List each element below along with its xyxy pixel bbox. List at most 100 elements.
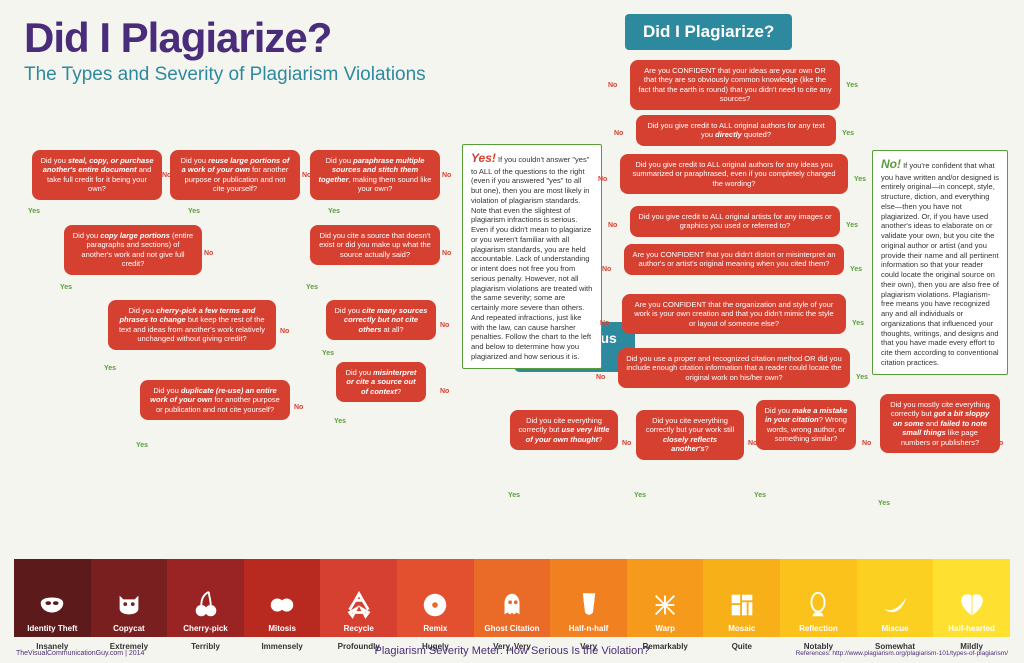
no-label: No <box>608 82 617 89</box>
no-label: No <box>598 176 607 183</box>
glass-icon <box>574 590 604 620</box>
yes-label: Yes <box>634 492 646 499</box>
flowchart-node: Did you give credit to ALL original auth… <box>636 115 836 146</box>
no-title: No! <box>881 157 901 171</box>
no-label: No <box>614 130 623 137</box>
flowchart-node: Did you make a mistake in your citation?… <box>756 400 856 450</box>
grid-icon <box>650 590 680 620</box>
yes-explanation-box: Yes! If you couldn't answer "yes" to ALL… <box>462 144 602 369</box>
flowchart-node: Did you cite everything correctly but yo… <box>636 410 744 460</box>
yes-label: Yes <box>856 374 868 381</box>
yes-title: Yes! <box>471 151 496 165</box>
no-label: No <box>994 440 1003 447</box>
meter-cell: MitosisImmensely <box>244 559 321 637</box>
recycle-icon <box>344 590 374 620</box>
flowchart-node: Did you cite everything correctly but us… <box>510 410 618 450</box>
no-label: No <box>602 266 611 273</box>
swoosh-icon <box>880 590 910 620</box>
footer-left: TheVisualCommunicationGuy.com | 2014 <box>16 650 144 657</box>
yes-label: Yes <box>136 442 148 449</box>
no-label: No <box>280 328 289 335</box>
no-label: No <box>596 374 605 381</box>
flowchart-node: Are you CONFIDENT that your ideas are yo… <box>630 60 840 110</box>
flowchart-node: Did you duplicate (re-use) an entire wor… <box>140 380 290 420</box>
meter-name: Copycat <box>113 624 145 633</box>
yes-label: Yes <box>306 284 318 291</box>
yes-label: Yes <box>850 266 862 273</box>
flowchart-node: Did you cite a source that doesn't exist… <box>310 225 440 265</box>
yes-label: Yes <box>854 176 866 183</box>
no-label: No <box>442 250 451 257</box>
meter-cell: WarpRemarkably <box>627 559 704 637</box>
mosaic-icon <box>727 590 757 620</box>
no-label: No <box>608 222 617 229</box>
flowchart-node: Did you copy large portions (entire para… <box>64 225 202 275</box>
yes-label: Yes <box>334 418 346 425</box>
meter-name: Cherry-pick <box>183 624 227 633</box>
no-label: No <box>622 440 631 447</box>
no-label: No <box>600 320 609 327</box>
mask-icon <box>37 590 67 620</box>
main-title: Did I Plagiarize? <box>24 14 426 62</box>
no-label: No <box>748 440 757 447</box>
cherry-icon <box>191 590 221 620</box>
no-body: If you're confident that what you have w… <box>881 161 999 367</box>
flowchart-node: Did you misinterpret or cite a source ou… <box>336 362 426 402</box>
yes-label: Yes <box>508 492 520 499</box>
flowchart-node: Did you steal, copy, or purchase another… <box>32 150 162 200</box>
flowchart-node: Did you reuse large portions of a work o… <box>170 150 300 200</box>
meter-name: Half-hearted <box>948 624 995 633</box>
flowchart-node: Did you cherry-pick a few terms and phra… <box>108 300 276 350</box>
meter-name: Remix <box>423 624 447 633</box>
infographic-page: Did I Plagiarize? The Types and Severity… <box>0 0 1024 663</box>
meter-cell: RecycleProfoundly <box>320 559 397 637</box>
yes-body: If you couldn't answer "yes" to ALL of t… <box>471 155 592 361</box>
meter-cell: CopycatExtremely <box>91 559 168 637</box>
yes-label: Yes <box>28 208 40 215</box>
no-label: No <box>204 250 213 257</box>
meter-name: Reflection <box>799 624 838 633</box>
yes-label: Yes <box>846 82 858 89</box>
no-label: No <box>440 388 449 395</box>
no-label: No <box>862 440 871 447</box>
meter-cell: RemixHugely <box>397 559 474 637</box>
no-explanation-box: No! If you're confident that what you ha… <box>872 150 1008 375</box>
meter-name: Warp <box>655 624 675 633</box>
subtitle: The Types and Severity of Plagiarism Vio… <box>24 64 426 86</box>
cat-icon <box>114 590 144 620</box>
yes-label: Yes <box>878 500 890 507</box>
no-label: No <box>440 322 449 329</box>
header-badge: Did I Plagiarize? <box>625 14 792 50</box>
meter-name: Half-n-half <box>569 624 609 633</box>
severity-meter: Identity TheftInsanelyCopycatExtremelyCh… <box>14 559 1010 637</box>
no-label: No <box>294 404 303 411</box>
meter-cell: Ghost CitationVery, Very <box>474 559 551 637</box>
meter-cell: ReflectionNotably <box>780 559 857 637</box>
yes-label: Yes <box>842 130 854 137</box>
yes-label: Yes <box>754 492 766 499</box>
disc-icon <box>420 590 450 620</box>
flowchart-node: Did you give credit to ALL original arti… <box>630 206 840 237</box>
meter-cell: Half-n-halfVery <box>550 559 627 637</box>
yes-label: Yes <box>328 208 340 215</box>
ghost-icon <box>497 590 527 620</box>
meter-cell: Cherry-pickTerribly <box>167 559 244 637</box>
meter-name: Miscue <box>881 624 908 633</box>
meter-name: Recycle <box>344 624 374 633</box>
flowchart-node: Did you mostly cite everything correctly… <box>880 394 1000 453</box>
flowchart-node: Did you cite many sources correctly but … <box>326 300 436 340</box>
flowchart-node: Are you CONFIDENT that the organization … <box>622 294 846 334</box>
meter-cell: Half-heartedMildly <box>933 559 1010 637</box>
meter-name: Ghost Citation <box>484 624 539 633</box>
meter-cell: MiscueSomewhat <box>857 559 934 637</box>
yes-label: Yes <box>322 350 334 357</box>
flowchart-node: Are you CONFIDENT that you didn't distor… <box>624 244 844 275</box>
mirror-icon <box>803 590 833 620</box>
yes-label: Yes <box>188 208 200 215</box>
flowchart-node: Did you paraphrase multiple sources and … <box>310 150 440 200</box>
meter-cell: MosaicQuite <box>703 559 780 637</box>
no-label: No <box>442 172 451 179</box>
meter-name: Identity Theft <box>27 624 77 633</box>
cells-icon <box>267 590 297 620</box>
no-label: No <box>302 172 311 179</box>
